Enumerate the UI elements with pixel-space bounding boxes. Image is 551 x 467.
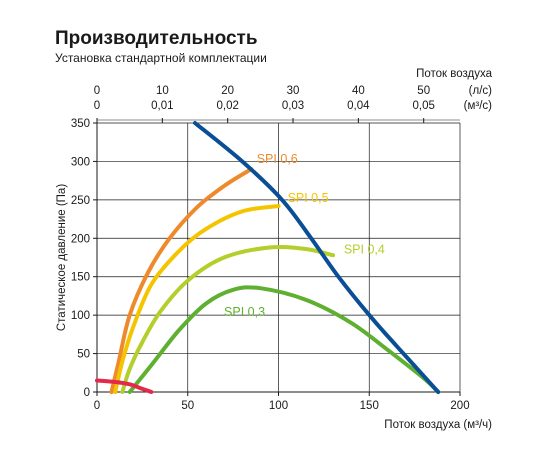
- x-tick-label: 50: [181, 400, 194, 412]
- top-axis-unit-ls: (л/с): [469, 85, 492, 97]
- top-axis-title: Поток воздуха: [416, 68, 493, 80]
- series-spi-0-3-line: [127, 285, 441, 394]
- top-tick-label-ls: 0: [94, 85, 100, 97]
- series-label: SPI 0,6: [257, 152, 298, 166]
- chart-title: Производительность: [55, 28, 258, 49]
- top-tick-label-m3s: 0: [94, 100, 100, 112]
- x-tick-label: 200: [450, 400, 469, 412]
- x-axis-title: Поток воздуха (м³/ч): [384, 419, 492, 431]
- series-spi-0-5-line: [113, 204, 281, 394]
- y-tick-label: 350: [71, 118, 90, 130]
- top-tick-label-m3s: 0,02: [216, 100, 238, 112]
- top-tick-label-ls: 50: [417, 85, 430, 97]
- top-tick-label-ls: 10: [156, 85, 169, 97]
- top-axis-unit-m3s: (м³/с): [464, 100, 493, 112]
- y-axis-title: Статическое давление (Па): [56, 184, 68, 331]
- top-tick-label-ls: 40: [352, 85, 365, 97]
- series-label: SPI 0,4: [344, 243, 385, 257]
- x-tick-label: 100: [269, 400, 288, 412]
- top-tick-label-ls: 20: [221, 85, 234, 97]
- y-tick-label: 250: [71, 195, 90, 207]
- top-tick-label-m3s: 0,03: [282, 100, 304, 112]
- series-4-line: [193, 121, 441, 394]
- y-tick-label: 300: [71, 156, 90, 168]
- top-tick-label-m3s: 0,04: [347, 100, 370, 112]
- y-tick-label: 100: [71, 310, 90, 322]
- y-tick-label: 50: [77, 349, 90, 361]
- chart-subtitle: Установка стандартной комплектации: [55, 51, 267, 65]
- series-spi-0-4-line: [120, 244, 335, 394]
- y-tick-label: 150: [71, 272, 90, 284]
- top-tick-label-m3s: 0,05: [413, 100, 435, 112]
- y-tick-label: 0: [84, 387, 90, 399]
- series-spi-0-6-line: [109, 167, 254, 394]
- x-tick-label: 0: [94, 400, 100, 412]
- series-label: SPI 0,3: [224, 305, 265, 319]
- top-tick-label-ls: 30: [287, 85, 300, 97]
- y-tick-label: 200: [71, 233, 90, 245]
- top-tick-label-m3s: 0,01: [151, 100, 173, 112]
- series-label: SPI 0,5: [288, 191, 329, 205]
- series-5-line: [95, 378, 154, 394]
- x-tick-label: 150: [360, 400, 379, 412]
